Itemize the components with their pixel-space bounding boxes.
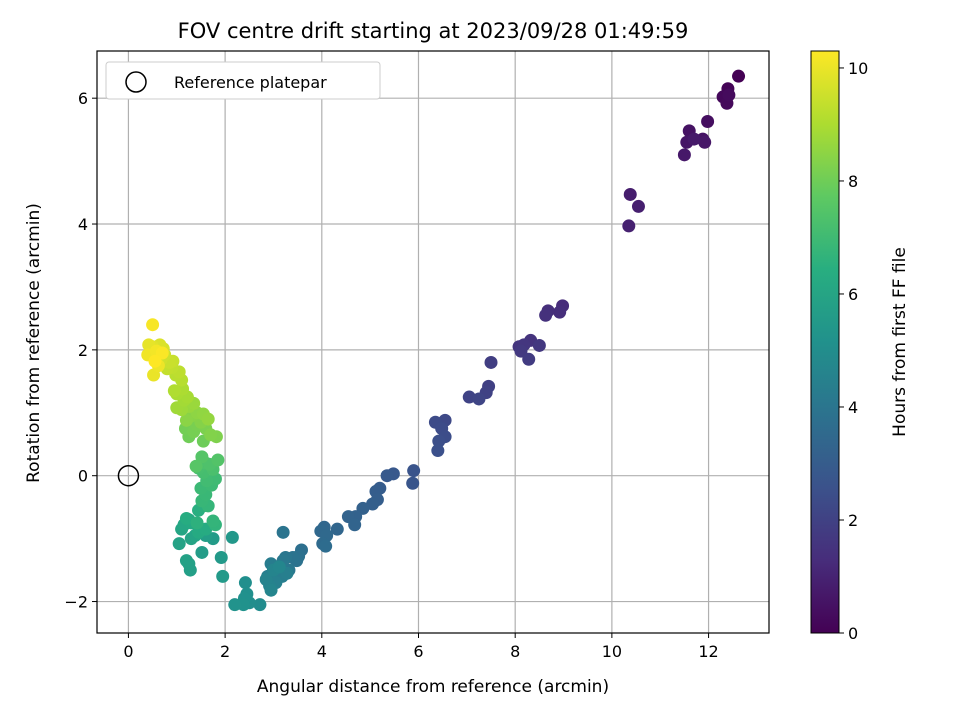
colorbar-tick-label: 8 [848,172,858,191]
data-point [204,428,218,442]
data-point [238,576,252,590]
data-point [206,514,220,528]
data-point [195,545,209,559]
data-point [259,573,273,587]
y-tick-label: −2 [64,593,88,612]
y-axis-label: Rotation from reference (arcmin) [24,203,44,483]
data-point [190,516,204,530]
data-points [141,69,746,612]
data-point [484,355,498,369]
data-point [319,539,333,553]
data-point [539,308,553,322]
data-point [264,583,278,597]
chart-title: FOV centre drift starting at 2023/09/28 … [178,19,689,43]
data-point [532,338,546,352]
data-point [272,560,286,574]
x-tick-label: 12 [698,642,718,661]
colorbar-tick-label: 4 [848,398,858,417]
data-point [698,135,712,149]
data-point [522,352,536,366]
data-point [201,412,215,426]
data-point [195,450,209,464]
y-tick-label: 2 [78,341,88,360]
colorbar-tick-label: 10 [848,59,868,78]
data-point [179,511,193,525]
colorbar-gradient [810,50,840,634]
data-point [677,148,691,162]
legend: Reference platepar [105,61,381,100]
y-tick-label: 4 [78,215,88,234]
data-point [148,354,162,368]
y-tick-label: 0 [78,467,88,486]
legend-marker-icon [125,71,147,93]
x-tick-label: 2 [220,642,230,661]
x-tick-label: 4 [317,642,327,661]
legend-label: Reference platepar [174,73,327,92]
data-point [514,344,528,358]
data-point [167,384,181,398]
data-point [407,464,421,478]
data-point [732,69,746,83]
data-point [380,469,394,483]
data-point [366,497,380,511]
data-point [701,114,715,128]
data-point [179,413,193,427]
plot-frame [96,50,770,634]
data-point [216,569,230,583]
x-tick-label: 8 [510,642,520,661]
reference-point-marker [117,464,140,487]
x-tick-label: 10 [602,642,622,661]
data-point [431,444,445,458]
data-point [631,199,645,213]
data-point [330,522,344,536]
data-point [228,598,242,612]
y-tick-label: 6 [78,89,88,108]
colorbar-ticks: 0 2 4 6 8 10 [839,59,868,643]
data-point [179,554,193,568]
data-point [406,476,420,490]
data-point [189,459,203,473]
colorbar-tick-label: 6 [848,285,858,304]
colorbar: 0 2 4 6 8 10 Hours from first FF file [810,50,910,643]
data-point [211,453,225,467]
data-point [687,132,701,146]
data-point [146,318,160,332]
colorbar-tick-label: 2 [848,511,858,530]
x-axis-ticks: 0 2 4 6 8 10 12 [123,633,719,661]
data-point [348,518,362,532]
x-tick-label: 6 [413,642,423,661]
data-point [553,305,567,319]
grid-lines [97,51,769,633]
data-point [253,598,267,612]
data-point [472,392,486,406]
data-point [432,434,446,448]
x-axis-label: Angular distance from reference (arcmin) [257,677,609,697]
data-point [462,390,476,404]
data-point [722,88,736,102]
x-tick-label: 0 [123,642,133,661]
data-point [276,525,290,539]
y-axis-ticks: −2 0 2 4 6 [64,89,97,612]
data-point [622,219,636,233]
data-point [623,187,637,201]
data-point [225,530,239,544]
data-point [172,537,186,551]
colorbar-tick-label: 0 [848,624,858,643]
legend-box [105,61,381,100]
data-point [214,550,228,564]
colorbar-label: Hours from first FF file [890,247,910,437]
